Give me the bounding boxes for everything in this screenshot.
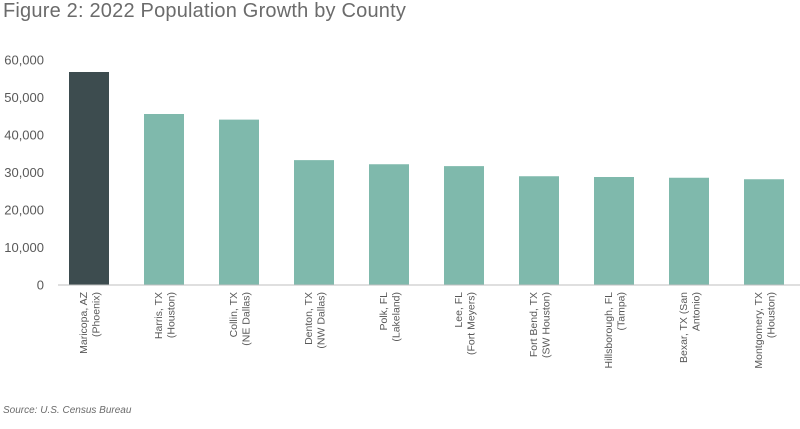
x-tick-label-line: Hillsborough, FL <box>603 292 615 369</box>
bars <box>69 72 784 285</box>
x-tick-label-line: (NW Dallas) <box>315 292 327 349</box>
x-tick-label: Bexar, TX (SanAntonio) <box>678 292 703 363</box>
x-tick-label-line: (Fort Meyers) <box>465 292 477 355</box>
x-tick-label-line: (SW Houston) <box>540 292 552 358</box>
x-tick-label: Harris, TX(Houston) <box>153 292 178 339</box>
bar <box>594 177 634 285</box>
x-tick-label-line: Collin, TX <box>228 292 240 337</box>
bar <box>294 160 334 285</box>
y-tick-label: 30,000 <box>4 165 44 180</box>
bar <box>144 114 184 285</box>
x-tick-label-line: Bexar, TX (San <box>678 292 690 363</box>
bar <box>219 119 259 285</box>
x-tick-label: Fort Bend, TX(SW Houston) <box>528 292 553 358</box>
x-tick-label-line: (Houston) <box>165 292 177 338</box>
x-tick-label-line: Fort Bend, TX <box>528 292 540 357</box>
y-tick-label: 40,000 <box>4 128 44 143</box>
x-tick-label-line: Harris, TX <box>153 292 165 339</box>
x-tick-label-line: Denton, TX <box>303 292 315 345</box>
x-tick-label: Polk, FL(Lakeland) <box>378 292 403 342</box>
chart-title: Figure 2: 2022 Population Growth by Coun… <box>3 0 407 22</box>
bar <box>369 164 409 285</box>
x-tick-label: Denton, TX(NW Dallas) <box>303 292 328 349</box>
x-tick-label-line: (Houston) <box>765 292 777 338</box>
y-axis: 0 10,000 20,000 30,000 40,000 50,000 60,000 <box>4 53 44 293</box>
x-tick-label-line: (Tampa) <box>615 292 627 331</box>
bar <box>744 179 784 285</box>
x-tick-label-line: (Phoenix) <box>90 292 102 337</box>
x-tick-label-line: (NE Dallas) <box>240 292 252 346</box>
y-tick-label: 20,000 <box>4 203 44 218</box>
y-tick-label: 10,000 <box>4 240 44 255</box>
x-tick-label: Lee, FL(Fort Meyers) <box>453 292 478 355</box>
x-tick-label: Montgomery, TX(Houston) <box>753 292 778 369</box>
x-tick-label-line: Antonio) <box>690 292 702 331</box>
bar <box>669 177 709 285</box>
x-tick-label-line: Montgomery, TX <box>753 292 765 369</box>
x-tick-label-line: Polk, FL <box>378 292 390 331</box>
bar <box>519 176 559 285</box>
x-tick-label-line: Maricopa, AZ <box>78 291 90 353</box>
x-tick-label: Collin, TX(NE Dallas) <box>228 292 253 346</box>
bar <box>444 166 484 285</box>
x-tick-label: Maricopa, AZ(Phoenix) <box>78 291 103 353</box>
x-tick-label-line: Lee, FL <box>453 292 465 328</box>
x-axis: Maricopa, AZ(Phoenix) Harris, TX(Houston)… <box>78 291 778 368</box>
source-note: Source: U.S. Census Bureau <box>3 405 132 416</box>
y-tick-label: 60,000 <box>4 53 44 68</box>
y-tick-label: 50,000 <box>4 90 44 105</box>
y-tick-label: 0 <box>37 278 44 293</box>
bar <box>69 72 109 285</box>
x-tick-label: Hillsborough, FL(Tampa) <box>603 292 628 369</box>
x-tick-label-line: (Lakeland) <box>390 292 402 342</box>
